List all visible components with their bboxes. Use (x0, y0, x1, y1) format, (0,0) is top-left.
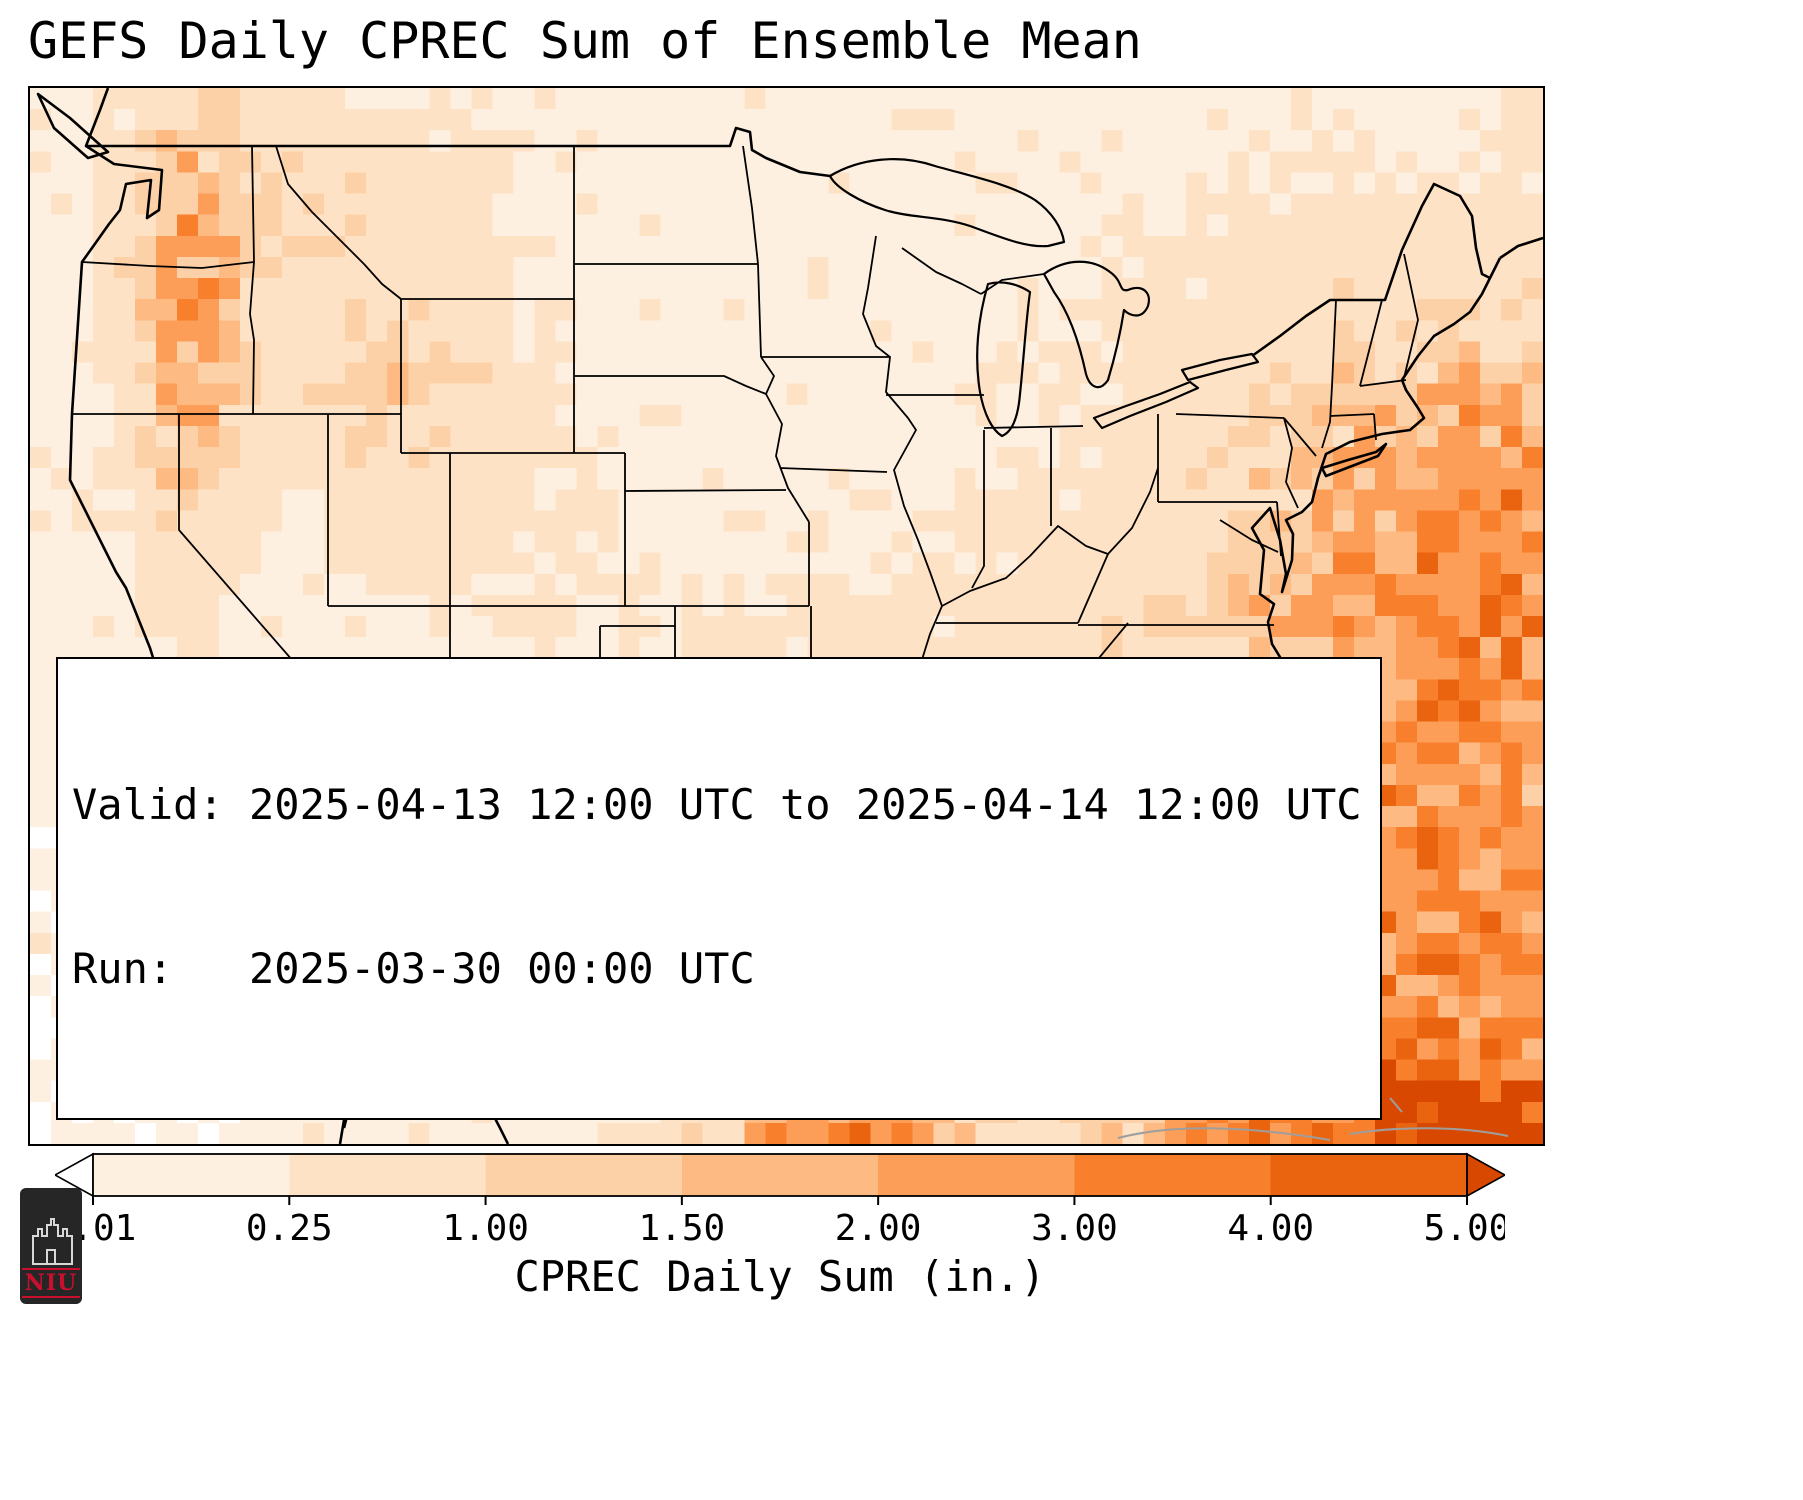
valid-time-text: Valid: 2025-04-13 12:00 UTC to 2025-04-1… (72, 780, 1362, 830)
colorbar-label: CPREC Daily Sum (in.) (514, 1252, 1046, 1301)
colorbar-tick-label: 1.50 (639, 1208, 726, 1246)
colorbar-over-arrow (1466, 1152, 1507, 1198)
niu-logo-text: NIU (21, 1267, 81, 1298)
niu-logo: NIU (20, 1188, 82, 1304)
castle-icon (32, 1217, 73, 1265)
run-time-text: Run: 2025-03-30 00:00 UTC (72, 944, 755, 994)
page-title: GEFS Daily CPREC Sum of Ensemble Mean (28, 12, 1142, 70)
colorbar-tick-label: 0.25 (246, 1208, 333, 1246)
colorbar: 0.01 0.25 1.00 1.50 2.00 3.00 4.00 5.00 (50, 1150, 1510, 1249)
colorbar-canvas: 0.01 0.25 1.00 1.50 2.00 3.00 4.00 5.00 (50, 1152, 1510, 1249)
colorbar-tick-label: 5.00 (1424, 1208, 1505, 1246)
colorbar-tick-label: 3.00 (1031, 1208, 1118, 1246)
valid-run-info-box: Valid: 2025-04-13 12:00 UTC to 2025-04-1… (56, 657, 1382, 1120)
colorbar-tick-label: 4.00 (1227, 1208, 1314, 1246)
colorbar-tick-label: 1.00 (442, 1208, 529, 1246)
precipitation-map: Valid: 2025-04-13 12:00 UTC to 2025-04-1… (28, 86, 1545, 1146)
colorbar-tick-label: 2.00 (835, 1208, 922, 1246)
